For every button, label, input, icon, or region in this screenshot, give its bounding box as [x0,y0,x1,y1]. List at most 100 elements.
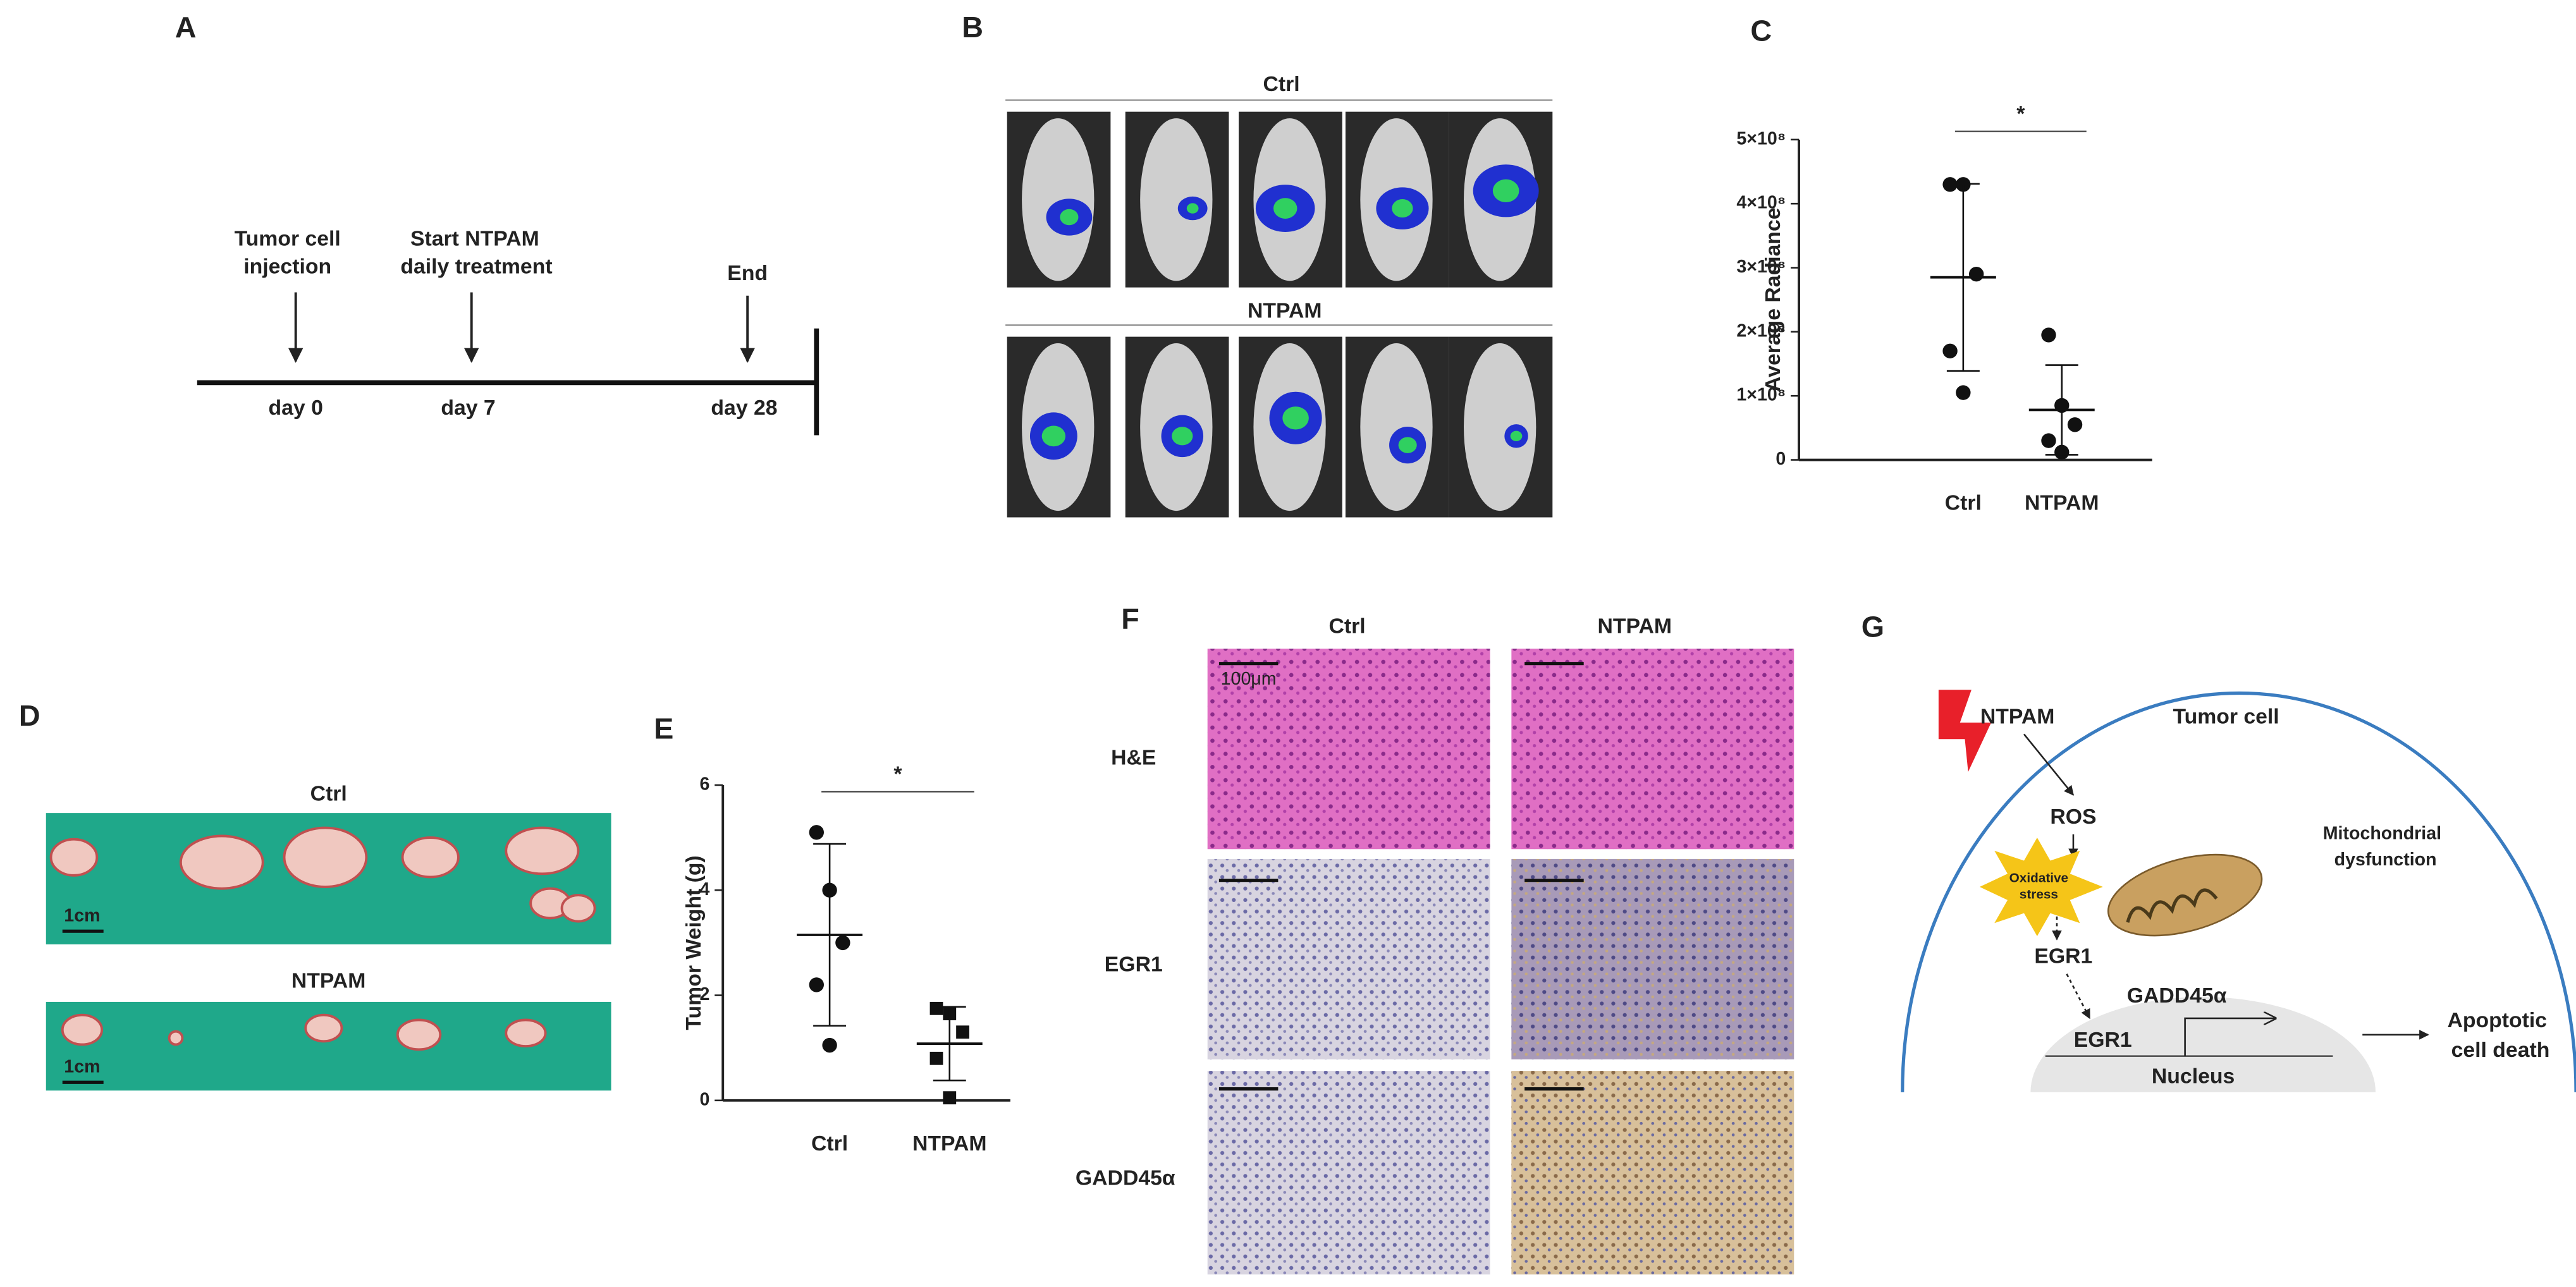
outcome-label: Apoptotic [2448,1008,2548,1032]
mouse-body [1140,118,1213,281]
x-tick-label: Ctrl [1945,491,1982,515]
tumor [401,836,460,879]
data-point [929,1001,943,1015]
scale-bar-label: 1cm [64,905,100,925]
x-tick-label: NTPAM [912,1131,987,1156]
row-label: H&E [1111,745,1156,769]
data-point [1956,385,1971,400]
y-tick-label: 1×10⁸ [1736,385,1786,405]
data-point [809,977,825,992]
event-label: Tumor cell [235,226,341,250]
group-label: NTPAM [291,969,366,993]
mechanism-diagram: NTPAM Tumor cell ROS Oxidative stress Mi… [1901,690,2576,1092]
tumor [396,1018,442,1051]
panel-label: B [962,11,983,44]
tumor [168,1030,184,1046]
data-point [956,1025,969,1039]
histology: Ctrl NTPAM H&E EGR1 GADD45α 100μm [1076,614,1794,1275]
significance: * [893,762,902,786]
signal-core [1392,199,1413,218]
data-point [835,935,850,951]
stress-label: stress [2020,887,2058,902]
y-tick-label: 4 [700,879,710,900]
data-point [2067,417,2083,432]
event-label: Start NTPAM [410,226,539,250]
stimulus-label: NTPAM [1980,704,2055,728]
tumor [61,1013,104,1046]
panel-label: C [1750,14,1772,47]
event-label: injection [243,254,331,278]
data-point [943,1091,957,1105]
tumor [505,1018,547,1048]
signal-core [1398,437,1417,453]
scale-bar-label: 100μm [1221,669,1277,689]
signal-core [1273,198,1297,219]
ros-label: ROS [2050,805,2096,829]
data-point [1942,343,1958,358]
x-tick-label: Ctrl [811,1131,848,1156]
panel-label: A [175,11,197,44]
column-label: Ctrl [1328,614,1365,638]
y-tick-label: 0 [1776,449,1786,469]
y-tick-label: 2×10⁸ [1736,320,1786,341]
panel-label: D [19,699,40,732]
cell-label: Tumor cell [2173,704,2279,728]
tumor [560,894,596,923]
y-tick-label: 0 [700,1089,710,1109]
panel-label: E [654,712,673,745]
tumor-photos: Ctrl NTPAM 1cm 1cm [46,781,611,1091]
row-label: GADD45α [1076,1166,1175,1190]
tumor [505,826,580,875]
panel-label: G [1861,610,1884,643]
signal-core [1510,430,1523,442]
tumor [304,1013,343,1043]
signal-core [1060,209,1079,226]
event-label: daily treatment [400,254,552,278]
stress-label: Oxidative [2009,871,2069,886]
group-label: Ctrl [310,781,347,805]
column-label: NTPAM [1597,614,1672,638]
y-axis-label: Tumor Weight (g) [682,855,706,1030]
mito-label: Mitochondrial [2323,823,2441,843]
day-label: day 28 [711,396,777,420]
mouse-body [1464,343,1536,511]
group-label: Ctrl [1263,72,1300,96]
day-label: day 7 [441,396,495,420]
data-point [929,1051,943,1065]
signal-core [1282,406,1309,430]
signal-core [1492,179,1519,202]
scale-bar-label: 1cm [64,1056,100,1077]
mito-label: dysfunction [2334,850,2437,870]
tumor [179,834,264,890]
y-axis-label: Average Radiance [1761,207,1785,392]
row-label: EGR1 [1105,953,1163,977]
imaging-panel: Ctrl NTPAM [1005,72,1553,518]
nucleus-label: Nucleus [2152,1064,2235,1088]
timeline: Tumor cell injection Start NTPAM daily t… [197,226,819,436]
x-tick-label: NTPAM [2025,491,2099,515]
significance: * [2016,102,2025,126]
data-point [2041,433,2056,448]
gene-label: GADD45α [2127,984,2227,1008]
data-point [809,825,825,840]
outcome-label: cell death [2451,1038,2550,1062]
data-point [1968,266,1984,282]
signal-core [1186,203,1199,214]
data-point [822,1037,837,1053]
egr1-label: EGR1 [2034,944,2092,968]
day-label: day 0 [269,396,323,420]
y-tick-label: 2 [700,984,710,1004]
panel-label: F [1121,602,1139,635]
mouse-body [1360,343,1433,511]
signal-core [1041,425,1066,447]
signal-core [1172,427,1193,446]
group-label: NTPAM [1248,299,1322,323]
y-tick-label: 5×10⁸ [1736,128,1786,149]
y-tick-label: 3×10⁸ [1736,257,1786,277]
event-label: End [727,261,768,285]
y-tick-label: 4×10⁸ [1736,193,1786,213]
mouse-body [1022,118,1095,281]
data-point [2041,327,2056,343]
y-tick-label: 6 [700,774,710,795]
